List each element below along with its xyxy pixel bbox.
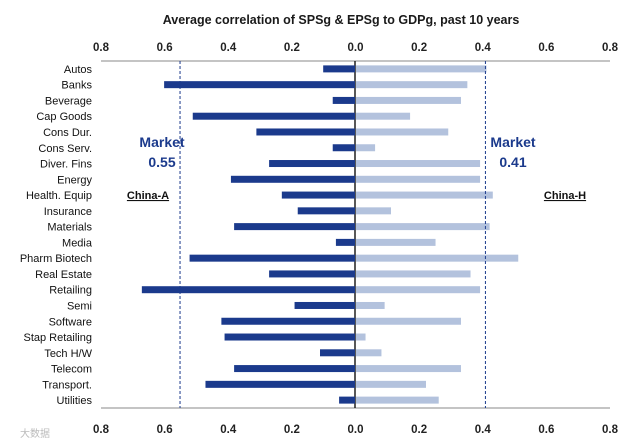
bar-china-a (164, 81, 355, 89)
x-axis-top: 0.8 0.6 0.4 0.2 0.0 0.2 0.4 0.6 0.8 (93, 42, 619, 54)
x-tick-label-top: 0.6 (157, 42, 173, 54)
bar-china-h (356, 365, 461, 373)
bar-china-a (224, 333, 355, 341)
category-label: Insurance (44, 206, 92, 218)
bar-china-a (269, 160, 355, 168)
x-tick-label-bottom: 0.0 (348, 424, 364, 436)
bar-china-h (356, 207, 391, 215)
bar-china-a (221, 317, 355, 325)
bar-china-h (356, 349, 382, 357)
x-tick-label-top: 0.2 (411, 42, 427, 54)
bar-china-h (356, 144, 376, 152)
bar-china-h (356, 96, 461, 104)
category-label: Semi (67, 300, 92, 312)
bar-china-a (335, 238, 355, 246)
category-label: Tech H/W (44, 348, 92, 360)
x-tick-label-top: 0.8 (93, 42, 110, 54)
bar-china-a (294, 301, 355, 309)
x-tick-label-top: 0.2 (284, 42, 300, 54)
bar-china-a (320, 349, 355, 357)
bar-china-h (356, 191, 493, 199)
bar-china-h (356, 65, 487, 73)
bar-china-a (234, 223, 355, 231)
bar-china-a (281, 191, 355, 199)
side-label-china-h: China-H (544, 190, 586, 202)
bar-china-h (356, 333, 366, 341)
market-label: Market (490, 134, 535, 150)
side-label-china-a: China-A (127, 190, 169, 202)
bar-china-a (339, 396, 355, 404)
category-label: Banks (61, 80, 92, 92)
bar-china-a (192, 112, 355, 120)
bar-china-h (356, 380, 426, 388)
category-label: Retailing (49, 285, 92, 297)
market-value-label: 0.41 (499, 154, 526, 170)
x-tick-label-top: 0.0 (348, 42, 364, 54)
category-label: Materials (47, 222, 92, 234)
x-tick-label-top: 0.4 (220, 42, 237, 54)
x-tick-label-top: 0.6 (538, 42, 554, 54)
bar-china-h (356, 270, 471, 278)
category-label: Energy (57, 174, 92, 186)
plot-area (101, 60, 610, 409)
bar-china-a (269, 270, 355, 278)
bar-china-a (332, 96, 355, 104)
bar-china-h (356, 238, 436, 246)
bar-china-h (356, 301, 385, 309)
category-label: Real Estate (35, 269, 92, 281)
category-label: Cap Goods (36, 111, 92, 123)
bar-china-a (189, 254, 355, 262)
bar-china-h (356, 223, 490, 231)
category-label: Diver. Fins (40, 159, 92, 171)
bar-china-h (356, 317, 461, 325)
category-label: Cons Serv. (38, 143, 92, 155)
x-tick-label-bottom: 0.4 (475, 424, 492, 436)
watermark: 大数据 (20, 427, 50, 440)
bar-china-h (356, 128, 449, 136)
category-label: Pharm Biotech (20, 253, 92, 265)
x-tick-label-bottom: 0.6 (157, 424, 173, 436)
x-axis-bottom: 0.8 0.6 0.4 0.2 0.0 0.2 0.4 0.6 0.8 (93, 424, 619, 436)
x-tick-label-bottom: 0.2 (284, 424, 300, 436)
category-label: Utilities (57, 395, 93, 407)
bar-china-h (356, 81, 468, 89)
category-label: Stap Retailing (24, 332, 93, 344)
bar-china-h (356, 175, 481, 183)
x-tick-label-bottom: 0.2 (411, 424, 427, 436)
market-value-label: 0.55 (148, 154, 175, 170)
bar-china-a (205, 380, 355, 388)
bar-china-a (234, 365, 355, 373)
x-tick-label-bottom: 0.8 (602, 424, 619, 436)
category-label: Beverage (45, 95, 92, 107)
category-label: Health. Equip (26, 190, 92, 202)
market-reference-lines: Market 0.55 Market 0.41 (139, 61, 536, 408)
bar-china-h (356, 254, 519, 262)
bar-china-h (356, 160, 481, 168)
category-label: Autos (64, 64, 93, 76)
category-label: Software (49, 316, 92, 328)
x-tick-label-top: 0.4 (475, 42, 492, 54)
x-tick-label-top: 0.8 (602, 42, 619, 54)
bar-china-a (230, 175, 355, 183)
x-tick-label-bottom: 0.8 (93, 424, 110, 436)
bar-china-h (356, 286, 481, 294)
bar-china-h (356, 112, 411, 120)
bar-china-a (256, 128, 355, 136)
bar-china-a (332, 144, 355, 152)
category-label: Media (62, 237, 93, 249)
bars (141, 65, 519, 404)
x-tick-label-bottom: 0.4 (220, 424, 237, 436)
category-label: Telecom (51, 364, 92, 376)
chart-title: Average correlation of SPSg & EPSg to GD… (163, 13, 520, 27)
bar-china-a (297, 207, 355, 215)
bar-china-a (141, 286, 355, 294)
category-labels: Autos Banks Beverage Cap Goods Cons Dur. Cons… (20, 64, 93, 407)
category-label: Cons Dur. (43, 127, 92, 139)
market-label: Market (139, 134, 184, 150)
bar-china-h (356, 396, 439, 404)
x-tick-label-bottom: 0.6 (538, 424, 554, 436)
category-label: Transport. (42, 379, 92, 391)
bar-china-a (323, 65, 355, 73)
